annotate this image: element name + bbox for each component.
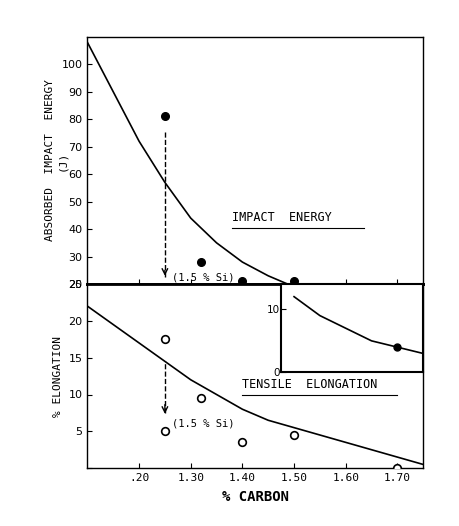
Text: (1.5 % Si): (1.5 % Si)	[171, 419, 234, 429]
Text: (1.5 % Si): (1.5 % Si)	[171, 272, 234, 282]
Text: IMPACT  ENERGY: IMPACT ENERGY	[231, 210, 331, 224]
Y-axis label: ABSORBED  IMPACT  ENERGY
(J): ABSORBED IMPACT ENERGY (J)	[45, 79, 67, 241]
X-axis label: % CARBON: % CARBON	[221, 490, 288, 504]
Text: TENSILE  ELONGATION: TENSILE ELONGATION	[242, 378, 377, 391]
Y-axis label: % ELONGATION: % ELONGATION	[53, 336, 63, 417]
